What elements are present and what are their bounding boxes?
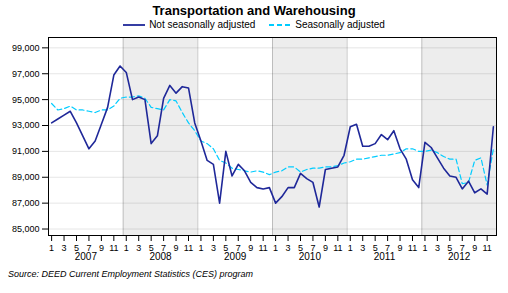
svg-text:85,000: 85,000	[12, 224, 40, 234]
svg-text:2009: 2009	[224, 251, 247, 262]
svg-text:5: 5	[148, 242, 154, 253]
svg-text:7: 7	[161, 242, 167, 253]
svg-text:2011: 2011	[374, 251, 396, 262]
html-text:Source: DEED Current Employmen: Source: DEED Current Employment Statisti…	[8, 269, 254, 279]
svg-text:5: 5	[298, 242, 303, 253]
svg-text:2008: 2008	[149, 251, 172, 262]
svg-text:3: 3	[360, 243, 365, 253]
html-text:Not seasonally adjusted: Not seasonally adjusted	[149, 19, 256, 30]
svg-text:2010: 2010	[299, 251, 322, 262]
svg-text:3: 3	[136, 243, 141, 253]
svg-text:5: 5	[372, 242, 378, 253]
svg-text:1: 1	[49, 243, 54, 253]
svg-text:95,000: 95,000	[12, 94, 40, 104]
svg-text:99,000: 99,000	[12, 43, 40, 53]
svg-text:2012: 2012	[448, 251, 471, 262]
svg-text:3: 3	[286, 243, 291, 253]
svg-text:1: 1	[124, 243, 129, 253]
svg-text:91,000: 91,000	[12, 146, 40, 156]
svg-text:1: 1	[348, 243, 353, 253]
svg-text:97,000: 97,000	[12, 69, 40, 79]
svg-text:7: 7	[86, 242, 92, 253]
svg-text:1: 1	[198, 243, 203, 253]
svg-text:11: 11	[109, 243, 118, 253]
svg-text:3: 3	[211, 243, 216, 253]
svg-text:9: 9	[99, 243, 104, 253]
svg-text:11: 11	[258, 243, 267, 253]
svg-text:5: 5	[74, 242, 79, 253]
html-text:Transportation and Warehousing: Transportation and Warehousing	[152, 3, 356, 18]
svg-text:7: 7	[385, 242, 391, 253]
svg-text:1: 1	[422, 243, 427, 253]
svg-text:9: 9	[398, 243, 403, 253]
svg-text:9: 9	[174, 243, 179, 253]
svg-text:3: 3	[62, 243, 67, 253]
svg-text:3: 3	[435, 243, 440, 253]
svg-text:1: 1	[273, 243, 278, 253]
html-text:Seasonally adjusted: Seasonally adjusted	[295, 19, 385, 30]
svg-text:5: 5	[447, 242, 453, 253]
svg-text:5: 5	[223, 242, 229, 253]
svg-text:11: 11	[482, 243, 491, 253]
svg-text:11: 11	[408, 243, 417, 253]
svg-text:93,000: 93,000	[12, 120, 40, 130]
svg-text:2007: 2007	[75, 251, 98, 262]
svg-text:87,000: 87,000	[12, 198, 40, 208]
svg-text:11: 11	[333, 243, 342, 253]
svg-text:9: 9	[248, 243, 253, 253]
svg-text:11: 11	[184, 243, 193, 253]
svg-text:89,000: 89,000	[12, 172, 40, 182]
svg-text:9: 9	[472, 243, 477, 253]
svg-text:7: 7	[310, 242, 316, 253]
svg-text:9: 9	[323, 243, 328, 253]
svg-text:7: 7	[235, 242, 241, 253]
svg-text:7: 7	[459, 242, 465, 253]
